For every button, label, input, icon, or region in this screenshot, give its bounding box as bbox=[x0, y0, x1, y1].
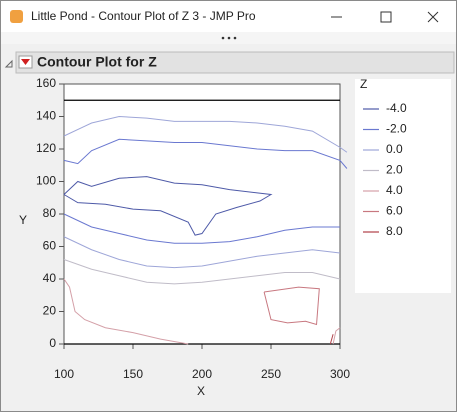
contour-line bbox=[63, 138, 348, 244]
legend-label: 2.0 bbox=[386, 163, 403, 177]
collapse-triangle[interactable] bbox=[4, 59, 13, 68]
contour-line bbox=[329, 334, 334, 345]
window-title: Little Pond - Contour Plot of Z 3 - JMP … bbox=[31, 9, 256, 23]
title-bar bbox=[1, 1, 456, 32]
y-tick-label: 20 bbox=[43, 304, 57, 318]
legend-label: 8.0 bbox=[386, 224, 403, 238]
y-tick-label: 120 bbox=[36, 141, 56, 155]
y-tick-label: 80 bbox=[43, 206, 57, 220]
more-menu[interactable] bbox=[221, 36, 237, 40]
report-title: Contour Plot for Z bbox=[37, 54, 157, 70]
y-tick-label: 40 bbox=[43, 271, 57, 285]
y-tick-label: 100 bbox=[36, 174, 56, 188]
close-button[interactable] bbox=[427, 11, 439, 23]
legend-label: 0.0 bbox=[386, 142, 403, 156]
x-tick-label: 100 bbox=[54, 367, 74, 381]
y-tick-label: 0 bbox=[49, 336, 56, 350]
legend-panel bbox=[355, 79, 451, 293]
x-tick-label: 150 bbox=[123, 367, 143, 381]
x-tick-label: 250 bbox=[261, 367, 281, 381]
contour-line bbox=[63, 278, 341, 345]
x-axis-label: X bbox=[197, 384, 205, 398]
report-header bbox=[15, 51, 455, 74]
legend-label: 4.0 bbox=[386, 183, 403, 197]
y-tick-label: 140 bbox=[36, 109, 56, 123]
app-icon bbox=[10, 10, 23, 23]
legend-label: -2.0 bbox=[386, 122, 407, 136]
maximize-button[interactable] bbox=[380, 11, 392, 23]
x-tick-label: 200 bbox=[192, 367, 212, 381]
x-tick-label: 300 bbox=[330, 367, 350, 381]
contour-line bbox=[63, 259, 341, 285]
contour-line bbox=[263, 286, 320, 326]
legend-title: Z bbox=[360, 77, 367, 91]
y-axis-label: Y bbox=[19, 213, 27, 227]
y-tick-label: 60 bbox=[43, 239, 57, 253]
legend-label: 6.0 bbox=[386, 204, 403, 218]
legend-label: -4.0 bbox=[386, 101, 407, 115]
y-tick-label: 160 bbox=[36, 76, 56, 90]
red-triangle bbox=[21, 59, 30, 65]
plot-frame bbox=[63, 83, 341, 345]
contour-line bbox=[63, 115, 348, 269]
contour-line bbox=[63, 176, 273, 236]
